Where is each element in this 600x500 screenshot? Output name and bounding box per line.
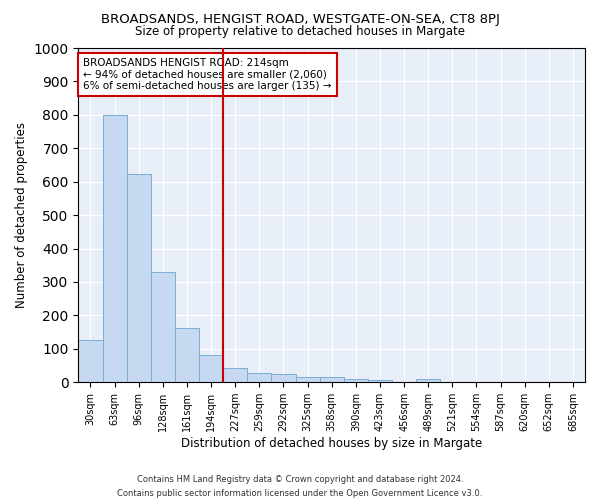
Bar — [175, 328, 199, 382]
Bar — [320, 377, 344, 382]
Y-axis label: Number of detached properties: Number of detached properties — [15, 122, 28, 308]
Text: BROADSANDS, HENGIST ROAD, WESTGATE-ON-SEA, CT8 8PJ: BROADSANDS, HENGIST ROAD, WESTGATE-ON-SE… — [101, 12, 499, 26]
Text: Contains HM Land Registry data © Crown copyright and database right 2024.
Contai: Contains HM Land Registry data © Crown c… — [118, 476, 482, 498]
Text: BROADSANDS HENGIST ROAD: 214sqm
← 94% of detached houses are smaller (2,060)
6% : BROADSANDS HENGIST ROAD: 214sqm ← 94% of… — [83, 58, 332, 91]
X-axis label: Distribution of detached houses by size in Margate: Distribution of detached houses by size … — [181, 437, 482, 450]
Bar — [271, 374, 296, 382]
Bar — [296, 376, 320, 382]
Bar — [344, 379, 368, 382]
Bar — [368, 380, 392, 382]
Text: Size of property relative to detached houses in Margate: Size of property relative to detached ho… — [135, 25, 465, 38]
Bar — [199, 355, 223, 382]
Bar — [247, 373, 271, 382]
Bar — [223, 368, 247, 382]
Bar — [103, 115, 127, 382]
Bar — [79, 340, 103, 382]
Bar — [416, 379, 440, 382]
Bar — [127, 174, 151, 382]
Bar — [151, 272, 175, 382]
